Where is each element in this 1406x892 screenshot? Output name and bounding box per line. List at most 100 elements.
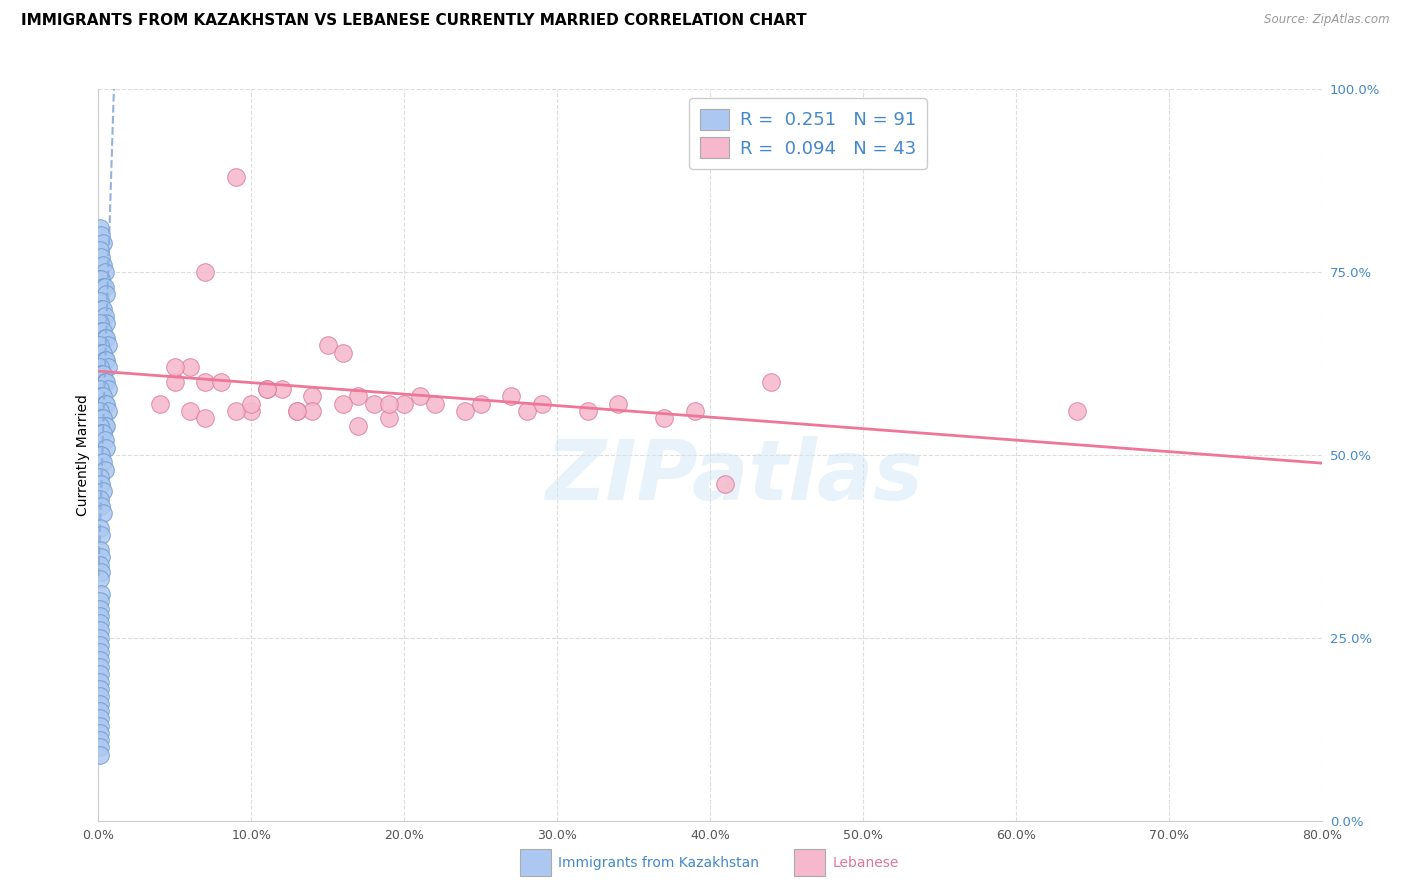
Point (501, 389, 523, 403)
Point (90, 587, 112, 601)
Point (90, 477, 112, 491)
Y-axis label: Currently Married: Currently Married (76, 394, 90, 516)
Point (759, 375, 782, 389)
Point (94, 352, 117, 367)
Point (94, 441, 117, 455)
Point (256, 382, 278, 396)
Point (194, 265, 217, 279)
Point (90, 528, 112, 542)
Point (93, 434, 115, 448)
Point (423, 397, 446, 411)
Point (93, 418, 115, 433)
Point (90, 272, 112, 286)
Point (89, 638, 111, 652)
Point (91, 389, 114, 403)
Point (89, 726, 111, 740)
Point (91, 258, 114, 272)
Point (301, 404, 323, 418)
Point (93, 375, 115, 389)
Point (316, 338, 339, 352)
Point (240, 404, 263, 418)
Point (97, 360, 120, 375)
Point (714, 477, 737, 491)
Point (90, 389, 112, 403)
Point (90, 251, 112, 265)
Point (256, 382, 278, 396)
Point (90, 425, 112, 440)
Point (90, 448, 112, 462)
Point (89, 382, 111, 396)
Point (225, 404, 247, 418)
Point (89, 316, 111, 330)
Point (270, 382, 292, 396)
Point (90, 565, 112, 579)
Point (89, 491, 111, 506)
Point (89, 448, 111, 462)
Point (90, 411, 112, 425)
Point (89, 243, 111, 257)
Legend: R =  0.251   N = 91, R =  0.094   N = 43: R = 0.251 N = 91, R = 0.094 N = 43 (689, 98, 927, 169)
Point (89, 616, 111, 631)
Point (91, 484, 114, 499)
Point (89, 521, 111, 535)
Point (607, 397, 630, 411)
Point (470, 397, 492, 411)
Point (93, 265, 115, 279)
Point (89, 294, 111, 309)
Point (93, 462, 115, 476)
Point (91, 411, 114, 425)
Point (347, 418, 370, 433)
Text: IMMIGRANTS FROM KAZAKHSTAN VS LEBANESE CURRENTLY MARRIED CORRELATION CHART: IMMIGRANTS FROM KAZAKHSTAN VS LEBANESE C… (21, 13, 807, 29)
Point (89, 690, 111, 704)
Point (89, 711, 111, 725)
Point (90, 228, 112, 243)
Point (332, 397, 354, 411)
Point (94, 316, 117, 330)
Point (530, 397, 553, 411)
Point (285, 404, 308, 418)
Point (90, 550, 112, 565)
Point (179, 404, 201, 418)
Point (301, 389, 323, 403)
Point (93, 397, 115, 411)
Point (89, 558, 111, 572)
Point (408, 389, 430, 403)
Point (392, 397, 416, 411)
Point (89, 601, 111, 615)
Point (285, 404, 308, 418)
Point (363, 397, 385, 411)
Point (89, 594, 111, 608)
Point (89, 360, 111, 375)
Point (89, 338, 111, 352)
Point (89, 221, 111, 235)
Point (93, 331, 115, 345)
Point (89, 404, 111, 418)
Text: Lebanese: Lebanese (832, 855, 898, 870)
Point (89, 747, 111, 762)
Point (89, 653, 111, 667)
Point (1066, 404, 1088, 418)
Point (94, 418, 117, 433)
Point (90, 301, 112, 316)
Point (194, 411, 217, 425)
Point (89, 631, 111, 645)
Point (90, 345, 112, 359)
Point (90, 368, 112, 382)
Point (89, 608, 111, 623)
Point (97, 382, 120, 396)
Point (93, 309, 115, 323)
Point (89, 697, 111, 711)
Point (163, 360, 186, 375)
Point (91, 324, 114, 338)
Text: ZIPatlas: ZIPatlas (546, 436, 924, 517)
Point (90, 324, 112, 338)
Point (94, 331, 117, 345)
Point (378, 411, 401, 425)
Point (89, 733, 111, 747)
Point (652, 411, 675, 425)
Point (332, 345, 354, 359)
Point (91, 235, 114, 250)
Point (91, 345, 114, 359)
Point (89, 704, 111, 718)
Text: Immigrants from Kazakhstan: Immigrants from Kazakhstan (558, 855, 759, 870)
